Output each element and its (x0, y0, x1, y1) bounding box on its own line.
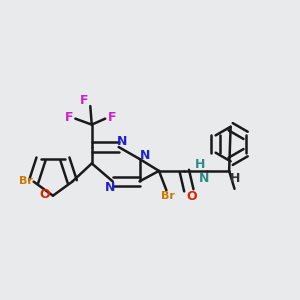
Text: H: H (195, 158, 206, 171)
Text: N: N (116, 134, 127, 148)
Text: F: F (64, 111, 73, 124)
Text: F: F (80, 94, 88, 107)
Text: H: H (230, 172, 240, 185)
Text: N: N (105, 182, 116, 194)
Text: O: O (40, 188, 50, 201)
Text: O: O (187, 190, 197, 203)
Text: N: N (199, 172, 209, 185)
Text: Br: Br (19, 176, 33, 186)
Text: Br: Br (161, 191, 175, 201)
Text: F: F (107, 111, 116, 124)
Text: N: N (140, 149, 151, 162)
